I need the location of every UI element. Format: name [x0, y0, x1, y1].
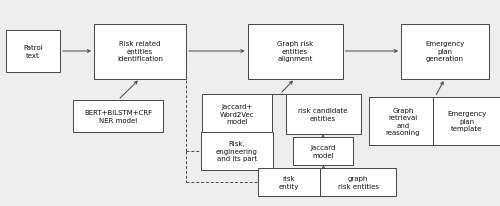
- Text: Graph
retrieval
and
reasoning: Graph retrieval and reasoning: [386, 107, 420, 136]
- FancyBboxPatch shape: [258, 168, 320, 196]
- FancyBboxPatch shape: [202, 95, 272, 134]
- FancyBboxPatch shape: [369, 97, 437, 145]
- Text: Patrol
text: Patrol text: [23, 45, 43, 59]
- FancyBboxPatch shape: [201, 132, 273, 170]
- Text: BERT+BiLSTM+CRF
NER model: BERT+BiLSTM+CRF NER model: [84, 110, 152, 123]
- Text: graph
risk entities: graph risk entities: [338, 175, 378, 189]
- Text: Risk related
entities
identification: Risk related entities identification: [117, 41, 163, 62]
- Text: Risk,
engineering
and its part: Risk, engineering and its part: [216, 141, 258, 162]
- Text: Jaccard+
Word2Vec
model: Jaccard+ Word2Vec model: [220, 104, 254, 125]
- FancyBboxPatch shape: [248, 24, 342, 79]
- FancyBboxPatch shape: [320, 168, 396, 196]
- FancyBboxPatch shape: [73, 101, 163, 132]
- Text: Emergency
plan
generation: Emergency plan generation: [426, 41, 465, 62]
- FancyBboxPatch shape: [286, 95, 360, 134]
- Text: risk
entity: risk entity: [279, 175, 299, 189]
- FancyBboxPatch shape: [94, 24, 186, 79]
- Text: Graph risk
entities
alignment: Graph risk entities alignment: [277, 41, 313, 62]
- Text: risk candidate
entities: risk candidate entities: [298, 108, 348, 121]
- Text: Emergency
plan
template: Emergency plan template: [448, 111, 486, 132]
- FancyBboxPatch shape: [433, 97, 500, 145]
- FancyBboxPatch shape: [401, 24, 489, 79]
- FancyBboxPatch shape: [6, 31, 60, 73]
- FancyBboxPatch shape: [293, 137, 353, 165]
- Text: Jaccard
model: Jaccard model: [310, 145, 336, 158]
